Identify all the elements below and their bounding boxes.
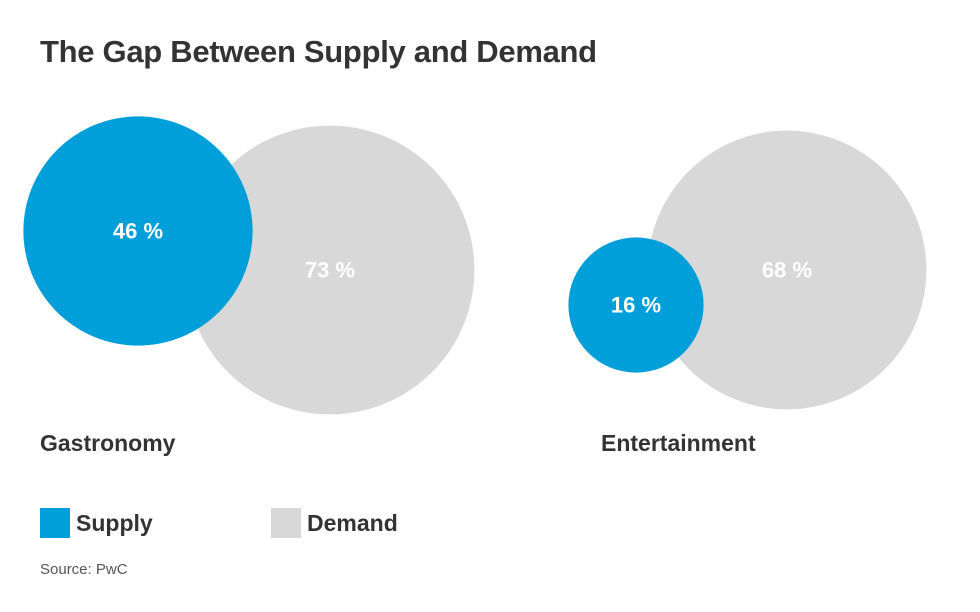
category-label-gastronomy: Gastronomy <box>40 430 176 456</box>
legend-demand: Demand <box>271 508 398 538</box>
supply-bubble-entertainment <box>568 237 704 373</box>
legend-demand-swatch <box>271 508 301 538</box>
demand-value-label-gastronomy: 73 % <box>305 258 355 283</box>
page-title: The Gap Between Supply and Demand <box>40 34 597 69</box>
demand-bubble-gastronomy <box>185 125 475 415</box>
demand-bubble-entertainment <box>647 130 927 410</box>
legend-supply-label: Supply <box>76 509 153 536</box>
demand-value-label-entertainment: 68 % <box>762 258 812 283</box>
supply-bubble-gastronomy <box>23 116 253 346</box>
supply-value-label-gastronomy: 46 % <box>113 219 163 244</box>
legend-demand-label: Demand <box>307 509 398 536</box>
legend-supply-swatch <box>40 508 70 538</box>
source-note: Source: PwC <box>40 561 128 578</box>
category-label-entertainment: Entertainment <box>601 430 756 456</box>
legend-supply: Supply <box>40 508 153 538</box>
supply-value-label-entertainment: 16 % <box>611 293 661 318</box>
